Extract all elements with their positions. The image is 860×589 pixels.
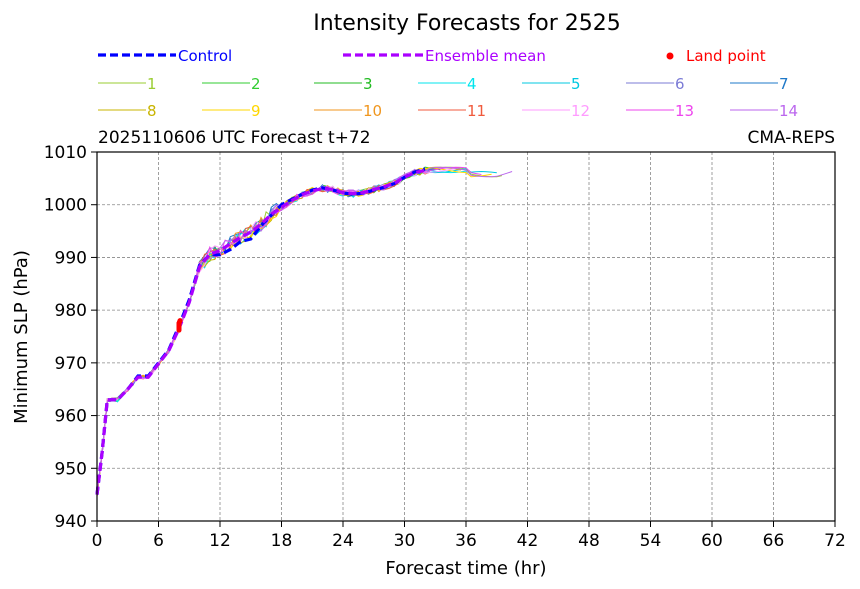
- member-line-14: [96, 166, 513, 494]
- member-line-12: [96, 168, 456, 493]
- legend-member-label-4: 4: [467, 75, 477, 93]
- member-line-10: [96, 175, 405, 497]
- y-tick-label-970: 970: [55, 354, 87, 374]
- ensemble-member-lines: [96, 166, 513, 497]
- main-series: [95, 167, 426, 495]
- x-tick-label-42: 42: [517, 531, 539, 551]
- legend-member-label-2: 2: [251, 75, 261, 93]
- x-tick-label-24: 24: [332, 531, 354, 551]
- control-line: [95, 167, 426, 495]
- land-point-marker: [177, 318, 183, 324]
- y-axis-ticks: 940 950 960 970 980 990 1000 1010: [44, 143, 97, 532]
- y-tick-label-1010: 1010: [44, 143, 87, 163]
- legend-member-label-5: 5: [571, 75, 581, 93]
- x-tick-label-12: 12: [209, 531, 231, 551]
- legend-land-point-label: Land point: [686, 47, 766, 65]
- land-point-marker: [176, 327, 182, 333]
- y-tick-label-1000: 1000: [44, 196, 87, 216]
- legend-ensemble-mean-label: Ensemble mean: [425, 47, 546, 65]
- legend-member-label-6: 6: [675, 75, 685, 93]
- x-tick-label-0: 0: [92, 531, 103, 551]
- legend-member-label-11: 11: [467, 102, 486, 120]
- y-tick-label-940: 940: [55, 512, 87, 532]
- subtitle-right: CMA-REPS: [747, 128, 835, 148]
- x-tick-label-30: 30: [394, 531, 416, 551]
- y-axis-label: Minimum SLP (hPa): [11, 250, 32, 424]
- member-line-9: [96, 167, 492, 496]
- x-tick-label-6: 6: [153, 531, 164, 551]
- x-tick-label-18: 18: [271, 531, 293, 551]
- legend-member-label-10: 10: [363, 102, 382, 120]
- y-tick-label-990: 990: [55, 248, 87, 268]
- x-tick-label-60: 60: [701, 531, 723, 551]
- member-line-2: [96, 170, 416, 494]
- member-line-1: [96, 166, 503, 493]
- y-tick-label-980: 980: [55, 301, 87, 321]
- member-line-4: [96, 169, 472, 495]
- x-tick-label-72: 72: [824, 531, 846, 551]
- legend-member-label-8: 8: [147, 102, 157, 120]
- x-tick-label-48: 48: [578, 531, 600, 551]
- legend-member-label-14: 14: [779, 102, 798, 120]
- member-line-6: [96, 174, 410, 495]
- y-tick-label-960: 960: [55, 407, 87, 427]
- legend-member-label-7: 7: [779, 75, 789, 93]
- x-tick-label-66: 66: [763, 531, 785, 551]
- member-line-11: [96, 169, 431, 497]
- x-axis-ticks: 0 6 12 18 24 30 36 42 48 54 60 66 72: [92, 521, 846, 551]
- member-line-5: [96, 168, 497, 495]
- legend-member-label-3: 3: [363, 75, 373, 93]
- legend-member-label-12: 12: [571, 102, 590, 120]
- legend-member-label-9: 9: [251, 102, 261, 120]
- legend-member-label-1: 1: [147, 75, 157, 93]
- legend-member-label-13: 13: [675, 102, 694, 120]
- chart-title: Intensity Forecasts for 2525: [313, 11, 621, 36]
- member-line-8: [96, 166, 461, 496]
- legend-control-label: Control: [178, 47, 232, 65]
- legend-land-point-marker: [666, 52, 674, 60]
- member-line-13: [96, 166, 482, 494]
- x-tick-label-36: 36: [455, 531, 477, 551]
- grid-lines: [97, 152, 835, 521]
- x-axis-label: Forecast time (hr): [385, 558, 546, 579]
- y-tick-label-950: 950: [55, 459, 87, 479]
- x-tick-label-54: 54: [640, 531, 662, 551]
- ensemble-mean-line: [95, 168, 426, 495]
- subtitle-left: 2025110606 UTC Forecast t+72: [98, 128, 371, 148]
